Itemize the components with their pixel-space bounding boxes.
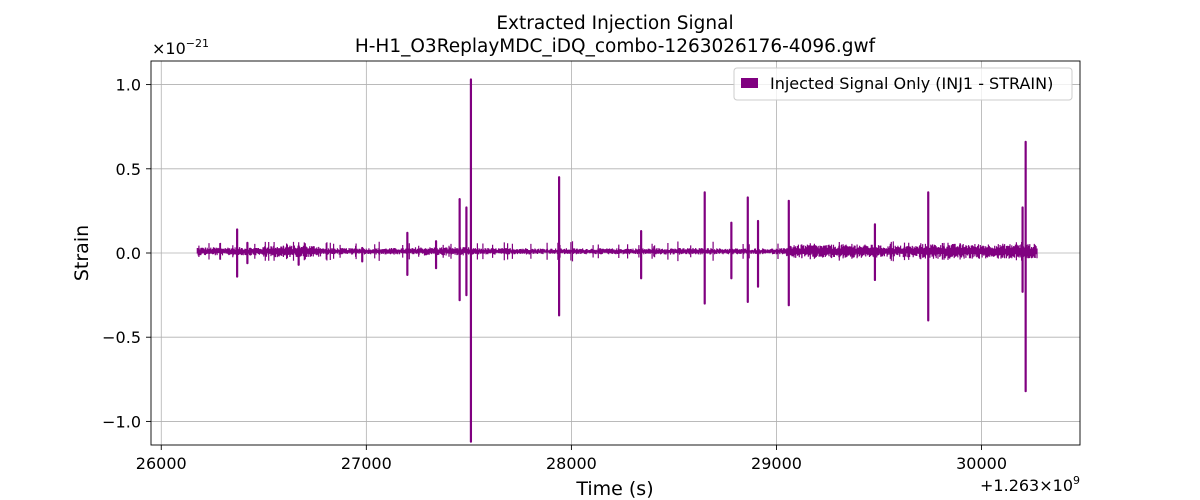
x-axis-ticks: 26000 27000 28000 29000 30000 [136,445,1007,473]
x-offset-exponent: 9 [1073,474,1080,487]
y-tick-label-2: 0.0 [116,244,141,263]
y-tick-label-4: −1.0 [102,412,141,431]
y-tick-label-0: 1.0 [116,76,141,95]
y-tick-label-1: 0.5 [116,160,141,179]
x-tick-label-2: 28000 [546,454,597,473]
legend-swatch [741,78,758,88]
chart-title: Extracted Injection Signal [496,13,733,34]
series-group [196,78,1038,443]
x-tick-label-4: 30000 [956,454,1007,473]
y-scale-factor: ×10−21 [152,37,209,58]
x-tick-label-1: 27000 [341,454,392,473]
x-offset-label: +1.263×109 [980,474,1080,495]
x-axis-label: Time (s) [575,478,653,500]
y-scale-exponent: −21 [186,37,209,50]
y-axis-ticks: 1.0 0.5 0.0 −0.5 −1.0 [102,76,151,431]
legend: Injected Signal Only (INJ1 - STRAIN) [733,67,1073,101]
x-offset-base: +1.263×10 [980,476,1073,495]
legend-label: Injected Signal Only (INJ1 - STRAIN) [770,74,1053,93]
x-tick-label-0: 26000 [136,454,187,473]
y-tick-label-3: −0.5 [102,328,141,347]
y-axis-label: Strain [71,225,93,281]
y-scale-base: ×10 [152,39,186,58]
legend-frame [733,67,1073,101]
x-tick-label-3: 29000 [751,454,802,473]
chart-subtitle: H-H1_O3ReplayMDC_iDQ_combo-1263026176-40… [355,36,876,57]
